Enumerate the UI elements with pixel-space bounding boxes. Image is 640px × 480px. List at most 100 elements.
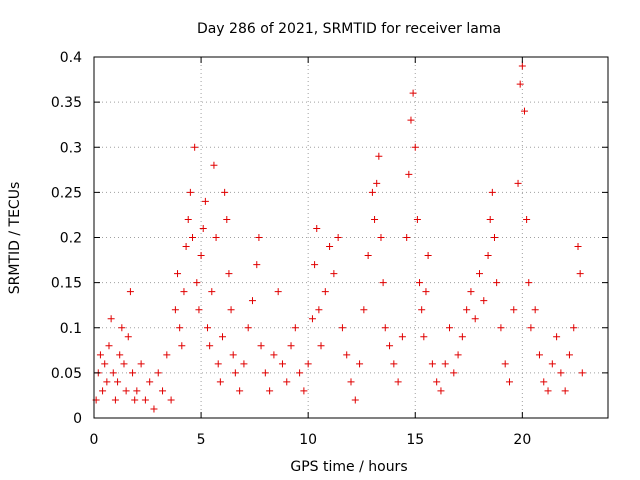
- data-point: [176, 324, 184, 332]
- data-point: [488, 188, 496, 196]
- chart-title: Day 286 of 2021, SRMTID for receiver lam…: [197, 21, 501, 37]
- data-point: [219, 333, 226, 341]
- data-point: [114, 378, 122, 386]
- data-point: [510, 306, 518, 314]
- data-point: [231, 369, 239, 377]
- x-tick-label: 20: [513, 432, 531, 448]
- data-point: [178, 342, 186, 350]
- y-tick-label: 0.15: [51, 276, 82, 292]
- data-point: [137, 360, 145, 368]
- data-point: [486, 215, 494, 223]
- data-point: [570, 324, 578, 332]
- data-point: [476, 270, 483, 278]
- data-point: [493, 279, 501, 287]
- data-point: [454, 351, 462, 359]
- data-point: [126, 288, 134, 296]
- data-point: [540, 378, 548, 386]
- x-tick-label: 10: [299, 432, 317, 448]
- data-point: [422, 288, 430, 296]
- y-tick-label: 0.2: [60, 231, 82, 247]
- data-point: [390, 360, 398, 368]
- data-point: [463, 306, 471, 314]
- data-point: [347, 378, 355, 386]
- data-point: [199, 224, 207, 232]
- data-point: [206, 342, 214, 350]
- data-point: [274, 288, 282, 296]
- data-point: [373, 179, 381, 187]
- data-point: [287, 342, 295, 350]
- data-point: [304, 360, 312, 368]
- data-point: [313, 224, 321, 232]
- data-point: [330, 270, 338, 278]
- data-point: [133, 387, 141, 395]
- data-point: [111, 396, 119, 404]
- data-point: [535, 351, 543, 359]
- data-point: [450, 369, 458, 377]
- data-point: [261, 369, 269, 377]
- data-point: [368, 188, 376, 196]
- grid: [94, 57, 608, 418]
- data-point: [278, 360, 286, 368]
- data-point: [229, 351, 237, 359]
- data-point: [171, 306, 179, 314]
- data-point: [154, 369, 162, 377]
- data-point: [208, 288, 216, 296]
- data-point: [182, 243, 190, 251]
- y-tick-label: 0.25: [51, 185, 82, 201]
- data-point: [163, 351, 171, 359]
- data-point: [576, 270, 584, 278]
- data-point: [413, 215, 421, 223]
- x-tick-label: 0: [90, 432, 99, 448]
- data-point: [150, 405, 158, 413]
- data-point: [315, 306, 323, 314]
- y-axis-title: SRMTID / TECUs: [7, 182, 23, 295]
- data-point: [107, 315, 115, 323]
- data-point: [561, 387, 569, 395]
- data-point: [343, 351, 351, 359]
- data-point: [189, 234, 197, 241]
- data-point: [574, 243, 582, 251]
- data-point: [291, 324, 299, 332]
- data-point: [557, 369, 565, 377]
- data-point: [308, 315, 316, 323]
- data-point: [223, 215, 231, 223]
- data-point: [195, 306, 203, 314]
- data-point: [122, 387, 130, 395]
- data-point: [553, 333, 561, 341]
- data-point: [420, 333, 428, 341]
- data-point: [437, 387, 445, 395]
- data-point: [244, 324, 252, 332]
- data-point: [403, 234, 411, 241]
- data-point: [360, 306, 368, 314]
- data-point: [523, 215, 531, 223]
- data-point: [424, 252, 432, 260]
- data-point: [210, 161, 218, 169]
- data-point: [253, 261, 261, 269]
- data-point: [356, 360, 364, 368]
- data-point: [497, 324, 505, 332]
- tick-labels: 0 0.05 0.1 0.15 0.2 0.25 0.3 0.35 0.4 0 5 10 15 20: [51, 50, 531, 448]
- data-point: [101, 360, 109, 368]
- data-point: [490, 234, 498, 241]
- axis-ticks: [93, 56, 608, 419]
- data-point: [531, 306, 539, 314]
- data-point: [191, 143, 199, 151]
- data-point: [394, 378, 402, 386]
- y-tick-label: 0.3: [60, 140, 82, 156]
- data-point: [255, 234, 263, 241]
- data-point: [311, 261, 319, 269]
- data-point: [146, 378, 154, 386]
- data-point: [386, 342, 394, 350]
- data-point: [129, 369, 137, 377]
- data-point: [381, 324, 389, 332]
- data-point: [118, 324, 126, 332]
- data-point: [398, 333, 406, 341]
- data-point: [131, 396, 139, 404]
- data-point: [236, 387, 244, 395]
- data-point: [446, 324, 454, 332]
- data-point: [317, 342, 325, 350]
- data-point: [296, 369, 304, 377]
- data-point: [212, 234, 220, 241]
- data-points: [92, 62, 586, 413]
